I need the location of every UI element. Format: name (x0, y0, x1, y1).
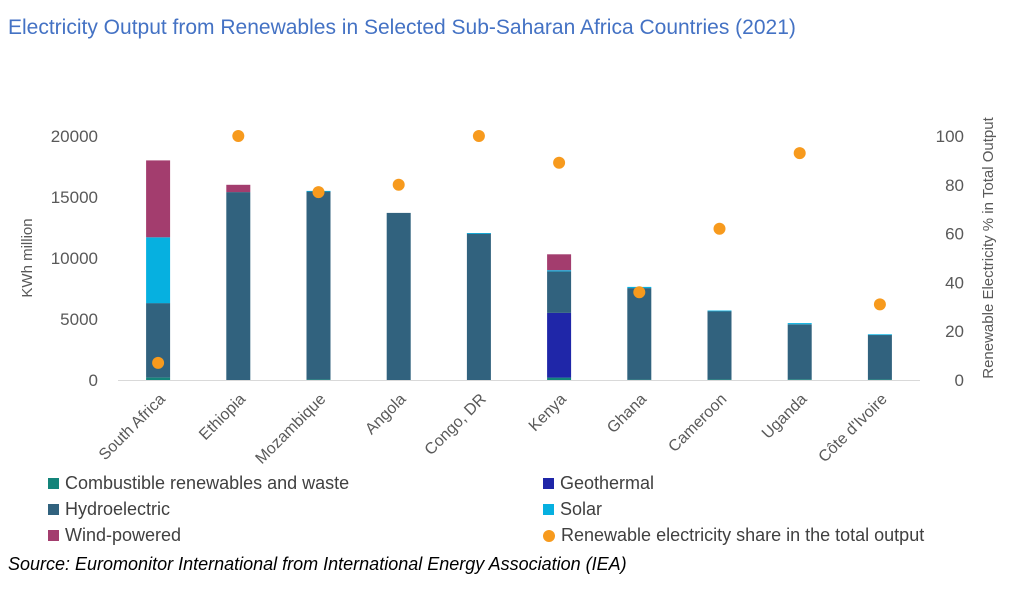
legend-label: Geothermal (560, 473, 655, 493)
bar-segment-hydroelectric (867, 334, 892, 380)
category-label: South Africa (96, 391, 169, 464)
legend-item-wind: Wind-powered (48, 525, 181, 546)
left-tick-label: 0 (89, 371, 98, 390)
right-tick-label: 60 (945, 225, 964, 244)
share-marker (312, 186, 325, 199)
bar-segment-wind (226, 184, 251, 193)
legend-item-solar: Solar (543, 499, 602, 520)
right-axis-title: Renewable Electricity % in Total Output (980, 116, 997, 378)
share-marker (232, 130, 245, 142)
right-tick-label: 40 (945, 273, 964, 292)
left-tick-label: 10000 (51, 249, 98, 268)
legend-item-geothermal: Geothermal (543, 473, 654, 494)
legend-label: Renewable electricity share in the total… (561, 525, 925, 545)
bar-segment-hydroelectric (466, 233, 491, 380)
share-marker (392, 178, 405, 191)
right-axis-ticks: 0 20 40 60 80 100 (936, 127, 964, 390)
bar-segment-hydroelectric (306, 191, 331, 380)
bar-segment-solar (867, 334, 892, 336)
chart: 0 5000 10000 15000 20000 0 20 40 60 80 100 KWh mi… (19, 116, 997, 468)
legend-swatch-wind (48, 530, 59, 541)
left-tick-label: 5000 (60, 310, 98, 329)
category-label: Kenya (526, 391, 570, 435)
category-label: Uganda (759, 391, 811, 443)
share-marker (633, 286, 646, 299)
legend-label: Hydroelectric (65, 499, 171, 519)
share-marker (713, 222, 726, 235)
legend-marker-share (543, 529, 555, 542)
category-label: Cameroon (665, 391, 730, 456)
share-marker (793, 147, 806, 160)
bar-segment-geothermal (547, 312, 572, 378)
legend: Combustible renewables and waste Geother… (0, 470, 1024, 550)
bar-segment-combustible (787, 379, 812, 381)
source-note: Source: Euromonitor International from I… (8, 554, 627, 574)
left-axis-title: KWh million (19, 218, 36, 297)
chart-title: Electricity Output from Renewables in Se… (8, 16, 796, 39)
right-tick-label: 80 (945, 176, 964, 195)
share-markers (152, 130, 886, 369)
right-tick-label: 0 (955, 371, 964, 390)
bar-segment-combustible (867, 379, 892, 381)
bar-segment-solar (466, 233, 491, 234)
legend-swatch-combustible (48, 478, 59, 489)
legend-swatch-solar (543, 504, 554, 515)
legend-item-combustible: Combustible renewables and waste (48, 473, 349, 494)
legend-swatch-hydroelectric (48, 504, 59, 515)
category-label: Congo, DR (422, 391, 490, 459)
bar-segment-hydroelectric (627, 288, 652, 380)
legend-item-share: Renewable electricity share in the total… (543, 525, 924, 546)
bar-segment-solar (547, 270, 572, 272)
bar-segment-wind (146, 160, 171, 238)
bar-segment-hydroelectric (226, 192, 251, 380)
category-label: Ethiopia (196, 391, 249, 444)
bar-segment-wind (547, 254, 572, 271)
legend-label: Solar (560, 499, 603, 519)
bar-segment-solar (146, 237, 171, 304)
share-marker (152, 356, 165, 369)
bars (146, 160, 892, 381)
category-label: Côte d'Ivoire (816, 391, 891, 466)
legend-label: Wind-powered (65, 525, 182, 545)
share-marker (472, 130, 485, 142)
bar-segment-combustible (707, 379, 732, 381)
bar-segment-hydroelectric (787, 324, 812, 380)
bar-segment-combustible (547, 377, 572, 380)
category-labels: South Africa Ethiopia Mozambique Angola Cong… (96, 391, 891, 468)
right-tick-label: 100 (936, 127, 964, 146)
bar-segment-hydroelectric (547, 271, 572, 313)
share-marker (873, 298, 886, 311)
left-axis-ticks: 0 5000 10000 15000 20000 (51, 127, 98, 390)
bar-segment-combustible (146, 377, 171, 380)
left-tick-label: 20000 (51, 127, 98, 146)
category-label: Angola (362, 391, 409, 438)
category-label: Ghana (604, 391, 650, 437)
category-label: Mozambique (253, 391, 330, 468)
bar-segment-hydroelectric (707, 311, 732, 380)
bar-segment-solar (787, 323, 812, 325)
legend-swatch-geothermal (543, 478, 554, 489)
bar-segment-hydroelectric (386, 212, 411, 380)
legend-label: Combustible renewables and waste (65, 473, 350, 493)
left-tick-label: 15000 (51, 188, 98, 207)
bar-segment-solar (707, 310, 732, 312)
share-marker (553, 156, 566, 169)
legend-item-hydroelectric: Hydroelectric (48, 499, 170, 520)
bar-segment-combustible (306, 379, 331, 381)
right-tick-label: 20 (945, 322, 964, 341)
